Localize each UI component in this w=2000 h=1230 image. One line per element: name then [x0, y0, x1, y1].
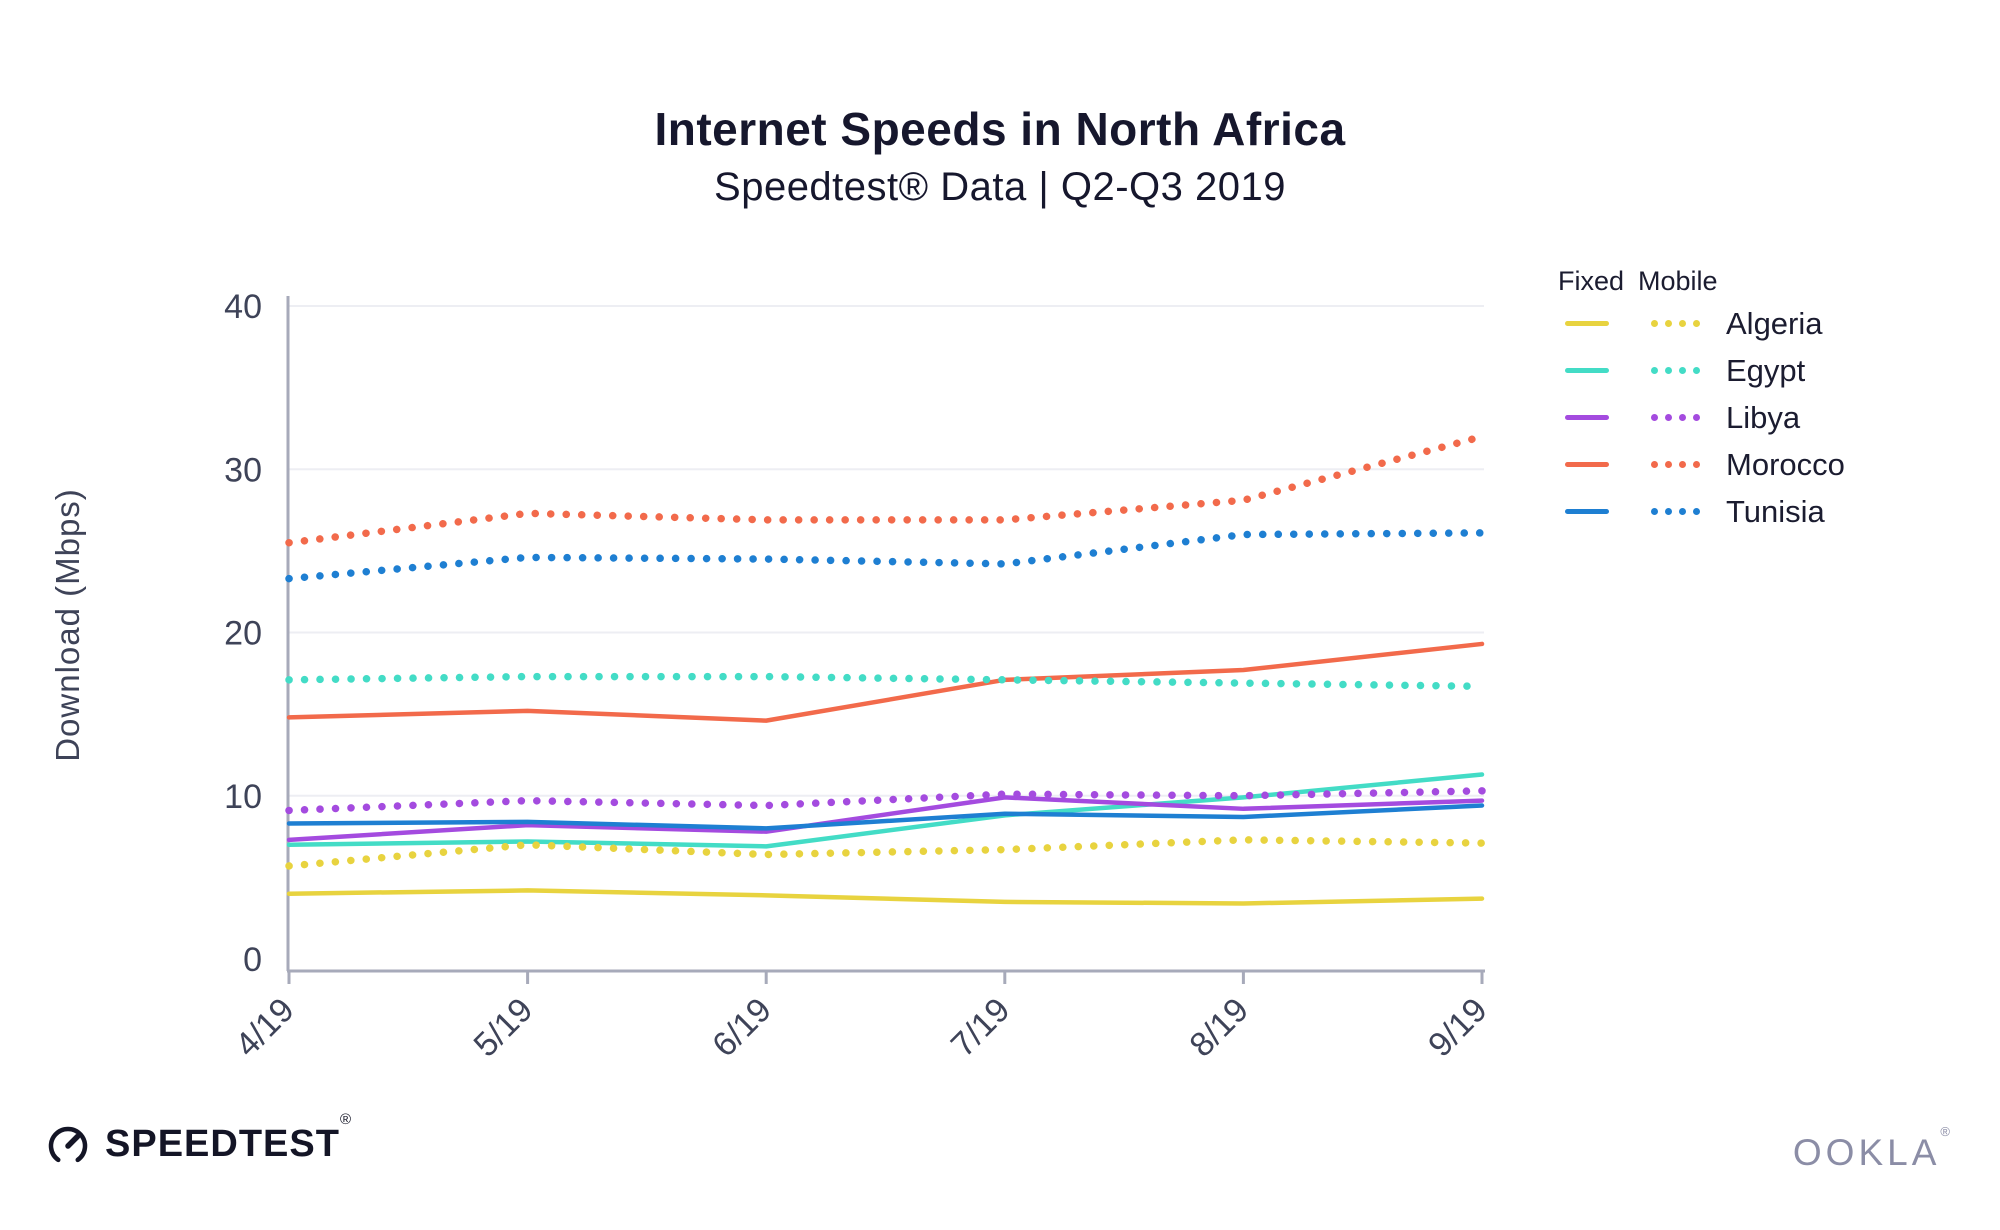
algeria-fixed-line	[286, 888, 1485, 906]
legend-rows: Algeria Egypt Libya Morocco Tunisia	[1556, 300, 1845, 535]
morocco-fixed-line	[286, 641, 1485, 723]
legend-row-tunisia: Tunisia	[1556, 488, 1845, 535]
morocco-mobile-swatch	[1651, 461, 1700, 468]
x-tick-label-6/19: 6/19	[705, 991, 779, 1065]
algeria-mobile-line	[285, 836, 1486, 870]
y-tick-label-20: 20	[224, 615, 262, 653]
tunisia-fixed-line	[286, 803, 1485, 831]
x-tick-label-8/19: 8/19	[1182, 991, 1256, 1065]
legend-label-libya: Libya	[1726, 399, 1801, 435]
y-tick-label-0: 0	[243, 941, 262, 979]
libya-mobile-line	[285, 787, 1486, 815]
y-tick-label-10: 10	[224, 778, 262, 816]
legend-row-libya: Libya	[1556, 394, 1845, 441]
legend-label-algeria: Algeria	[1726, 305, 1823, 341]
libya-fixed-swatch	[1565, 415, 1609, 420]
registered-mark: ®	[339, 1110, 353, 1128]
page-title: Internet Speeds in North Africa	[654, 103, 1346, 155]
x-tick-label-7/19: 7/19	[944, 991, 1018, 1065]
speedtest-gauge-icon	[48, 1126, 88, 1163]
ookla-wordmark: OOKLA	[1792, 1132, 1941, 1173]
legend-row-morocco: Morocco	[1556, 441, 1845, 488]
legend-row-algeria: Algeria	[1556, 300, 1845, 347]
legend-header-mobile: Mobile	[1638, 266, 1718, 296]
morocco-mobile-line	[285, 432, 1486, 547]
x-tick-label-9/19: 9/19	[1421, 991, 1495, 1065]
libya-fixed-line	[286, 795, 1485, 843]
egypt-fixed-line	[286, 772, 1485, 849]
registered-mark: ®	[1940, 1123, 1950, 1139]
legend-header-fixed: Fixed	[1558, 266, 1625, 296]
speedtest-logo: SPEEDTEST®	[44, 1110, 353, 1170]
egypt-fixed-swatch	[1565, 368, 1609, 373]
x-tick-label-5/19: 5/19	[467, 991, 541, 1065]
legend-label-morocco: Morocco	[1726, 446, 1845, 482]
legend-label-tunisia: Tunisia	[1726, 493, 1825, 529]
legend-row-egypt: Egypt	[1556, 347, 1845, 394]
x-tick-label-4/19: 4/19	[228, 991, 302, 1065]
chart-legend: Fixed Mobile Algeria Egypt Libya Morocco Tun…	[1556, 266, 1845, 535]
egypt-mobile-line	[285, 672, 1486, 691]
libya-mobile-swatch	[1651, 414, 1700, 421]
morocco-fixed-swatch	[1565, 462, 1609, 467]
y-tick-label-40: 40	[224, 288, 262, 326]
page-subtitle: Speedtest® Data | Q2-Q3 2019	[714, 165, 1286, 209]
egypt-mobile-swatch	[1651, 367, 1700, 374]
tunisia-mobile-swatch	[1651, 508, 1700, 515]
legend-label-egypt: Egypt	[1726, 352, 1806, 388]
algeria-fixed-swatch	[1565, 321, 1609, 326]
speedtest-wordmark: SPEEDTEST®	[105, 1110, 353, 1165]
y-tick-label-30: 30	[224, 451, 262, 489]
algeria-mobile-swatch	[1651, 320, 1700, 327]
ookla-logo: OOKLA®	[1792, 1124, 1950, 1174]
legend-headers: Fixed Mobile	[1556, 266, 1845, 300]
tunisia-mobile-line	[285, 529, 1486, 583]
tunisia-fixed-swatch	[1565, 509, 1609, 514]
